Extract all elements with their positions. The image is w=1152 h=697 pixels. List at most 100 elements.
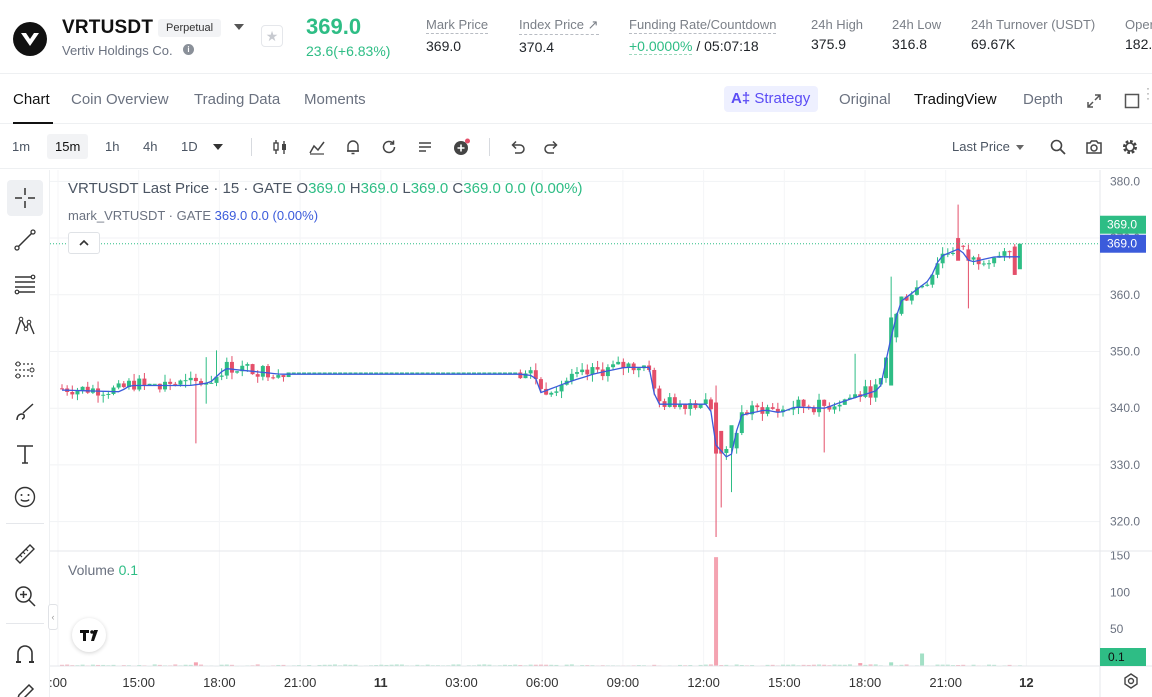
volume-bar — [708, 664, 713, 666]
chevron-down-icon — [1015, 145, 1024, 151]
time-tick-label: 15:00 — [768, 675, 801, 690]
replay-icon[interactable] — [380, 138, 398, 156]
redo-icon[interactable] — [543, 138, 561, 156]
alert-icon[interactable] — [344, 138, 362, 156]
candle-up — [950, 252, 955, 254]
volume-bar — [425, 664, 430, 666]
interval-1d[interactable]: 1D — [181, 139, 198, 154]
legend-c-label: C — [452, 180, 464, 197]
ruler-tool[interactable] — [7, 536, 43, 572]
tab-coin-overview[interactable]: Coin Overview — [71, 91, 169, 108]
candle-up — [575, 372, 579, 374]
emoji-tool[interactable] — [7, 479, 43, 515]
candle-up — [394, 372, 399, 374]
mark-legend-name: mark_VRTUSDT · GATE — [68, 208, 212, 223]
symbol-name[interactable]: VRTUSDT — [62, 17, 154, 38]
tradingview-logo[interactable] — [72, 618, 106, 652]
tab-trading-data[interactable]: Trading Data — [194, 91, 281, 108]
indicators-icon[interactable] — [308, 138, 326, 156]
projection-tool[interactable] — [7, 352, 43, 388]
view-original[interactable]: Original — [839, 91, 891, 108]
volume-bar — [899, 664, 904, 666]
volume-bar — [971, 664, 976, 666]
favorite-star-icon[interactable]: ★ — [261, 25, 283, 47]
candle-down — [142, 378, 147, 386]
volume-axis-label-bg — [1100, 648, 1146, 666]
tab-chart[interactable]: Chart — [13, 91, 50, 108]
interval-1h[interactable]: 1h — [105, 139, 120, 154]
crosshair-tool[interactable] — [7, 180, 43, 216]
text-icon — [17, 445, 33, 464]
interval-4h[interactable]: 4h — [143, 139, 158, 154]
volume-bar — [858, 663, 863, 666]
templates-icon[interactable] — [416, 138, 434, 156]
candle-up — [842, 399, 847, 405]
candle-down — [708, 399, 713, 410]
stat-label: Oper — [1125, 17, 1152, 32]
zoom-in-tool[interactable] — [7, 578, 43, 614]
candle-up — [111, 387, 116, 394]
candle-up — [389, 372, 394, 374]
interval-15m[interactable]: 15m — [47, 134, 89, 159]
strategy-button[interactable]: A‡ Strategy — [724, 86, 819, 112]
candles-icon[interactable] — [271, 138, 289, 156]
search-icon[interactable] — [1049, 138, 1067, 156]
view-depth[interactable]: Depth — [1023, 91, 1064, 108]
pattern-tool[interactable] — [7, 308, 43, 344]
volume-bar — [889, 662, 894, 666]
tab-moments[interactable]: Moments — [304, 91, 366, 108]
more-dots-icon[interactable]: · · · — [1146, 81, 1150, 105]
symbol-dropdown-icon[interactable] — [234, 24, 244, 30]
interval-1m[interactable]: 1m — [12, 139, 31, 154]
trend-line-tool[interactable] — [7, 222, 43, 258]
candlestick-chart-svg[interactable]: 380.0370.0360.0350.0340.0330.0320.015010… — [49, 170, 1152, 697]
candle-up — [353, 372, 358, 374]
pencil-tool[interactable] — [7, 675, 43, 697]
time-tick-label: 15:00 — [122, 675, 155, 690]
expand-icon[interactable] — [1086, 93, 1102, 109]
market-header: VRTUSDT Perpetual Vertiv Holdings Co. i … — [0, 0, 1152, 74]
volume-bar — [508, 664, 513, 666]
stat-value: 69.67K — [971, 36, 1016, 52]
fib-lines-tool[interactable] — [7, 266, 43, 302]
brush-tool[interactable] — [7, 394, 43, 430]
volume-bar — [873, 664, 878, 666]
chart-settings-icon[interactable] — [1122, 672, 1140, 690]
settings-icon[interactable] — [1121, 138, 1139, 156]
volume-bar — [791, 664, 796, 666]
candle-up — [889, 317, 894, 386]
undo-icon[interactable] — [508, 138, 526, 156]
last-price-axis-label-bg — [1100, 215, 1146, 234]
volume-bar — [348, 664, 353, 666]
camera-icon[interactable] — [1085, 138, 1103, 156]
text-tool[interactable] — [7, 436, 43, 472]
candle-up — [925, 284, 930, 286]
volume-bar — [781, 664, 785, 666]
volume-bar — [822, 664, 827, 666]
volume-bar — [734, 664, 739, 666]
volume-bar — [786, 664, 791, 666]
candle-up — [569, 373, 574, 381]
volume-bar — [724, 664, 729, 666]
info-icon[interactable]: i — [183, 44, 194, 55]
candle-down — [266, 366, 270, 378]
candle-up — [549, 392, 554, 395]
price-type-select[interactable]: Last Price — [952, 139, 1024, 154]
view-tradingview[interactable]: TradingView — [914, 91, 997, 108]
add-indicator-icon[interactable] — [452, 138, 470, 156]
candle-up — [410, 372, 415, 374]
candle-down — [672, 397, 677, 408]
funding-countdown: / 05:07:18 — [692, 38, 759, 54]
candle-up — [245, 364, 250, 366]
volume-bar — [904, 664, 909, 666]
candle-up — [348, 372, 353, 374]
interval-dropdown-icon[interactable] — [213, 144, 223, 150]
stat-funding-rate: Funding Rate/Countdown +0.0000% / 05:07:… — [629, 17, 777, 55]
stat-index-price[interactable]: Index Price ↗ 370.4 — [519, 17, 599, 55]
price-chart[interactable]: 380.0370.0360.0350.0340.0330.0320.015010… — [49, 170, 1152, 697]
price-tick-label: 380.0 — [1110, 174, 1140, 188]
window-icon[interactable] — [1124, 93, 1140, 109]
magnet-tool[interactable] — [7, 636, 43, 672]
stat-label: 24h Turnover (USDT) — [971, 17, 1096, 32]
legend-collapse-button[interactable] — [68, 232, 100, 254]
